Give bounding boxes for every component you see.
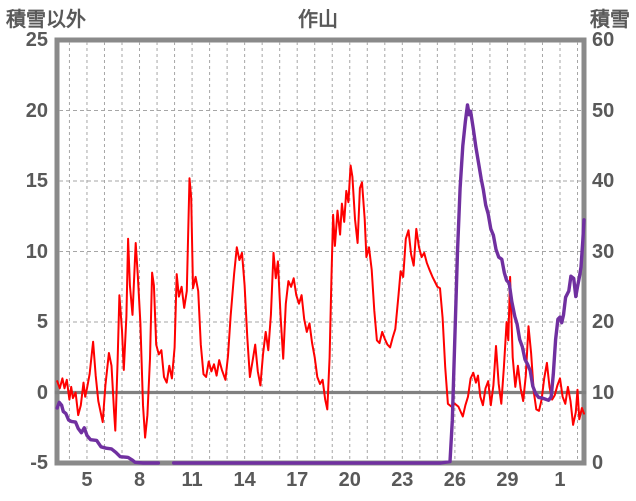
- y-left-tick-label: 0: [36, 381, 48, 404]
- x-tick-label: 23: [391, 469, 414, 491]
- y-left-tick-label: 5: [36, 311, 48, 333]
- y-right-tick-label: 50: [592, 99, 615, 122]
- x-tick-label: 29: [496, 469, 519, 491]
- x-tick-label: 1: [554, 469, 566, 491]
- y-left-tick-label: 15: [25, 170, 48, 192]
- x-tick-label: 17: [286, 469, 309, 491]
- chart-title: 作山: [298, 9, 338, 31]
- x-tick-label: 5: [81, 469, 93, 491]
- y-right-tick-label: 40: [592, 170, 615, 192]
- x-tick-label: 8: [133, 469, 146, 491]
- y-left-tick-label: 25: [25, 29, 48, 51]
- y-left-tick-label: 10: [25, 240, 48, 263]
- y-left-tick-label: 20: [25, 99, 48, 122]
- y-right-tick-label: 10: [592, 381, 615, 404]
- x-tick-label: 14: [233, 469, 256, 491]
- right-axis-title: 積雪: [590, 9, 630, 31]
- x-tick-label: 26: [443, 469, 466, 491]
- x-tick-label: 11: [181, 469, 203, 491]
- y-left-tick-label: -5: [30, 452, 48, 474]
- y-right-tick-label: 30: [592, 240, 615, 263]
- left-axis-title: 積雪以外: [6, 9, 86, 31]
- series-snowdepth: [55, 400, 161, 465]
- series-temperature: [56, 164, 585, 439]
- y-right-tick-label: 0: [592, 452, 604, 474]
- y-right-tick-label: 20: [592, 311, 615, 333]
- y-right-tick-label: 60: [592, 29, 615, 51]
- series-snowdepth: [171, 103, 586, 465]
- x-tick-label: 20: [338, 469, 361, 491]
